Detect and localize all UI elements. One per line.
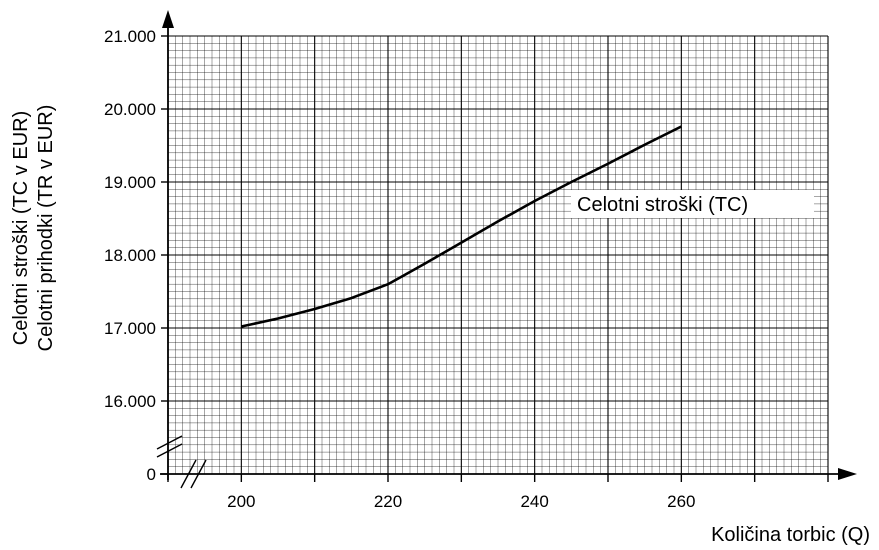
x-tick-label: 200 <box>227 492 255 511</box>
series-layer: Celotni stroški (TC) <box>241 125 814 328</box>
axes <box>156 10 857 489</box>
y-axis-arrow <box>162 10 174 28</box>
y-tick-label: 21.000 <box>104 27 156 46</box>
x-axis-break-mark <box>190 459 207 489</box>
x-tick-label: 260 <box>667 492 695 511</box>
y-tick-label: 17.000 <box>104 319 156 338</box>
y-tick-label: 16.000 <box>104 392 156 411</box>
x-axis-title: Količina torbic (Q) <box>711 524 870 546</box>
y-tick-label: 18.000 <box>104 246 156 265</box>
y-axis-title: Celotni stroški (TC v EUR) Celotni priho… <box>10 105 57 352</box>
x-tick-label: 240 <box>520 492 548 511</box>
series-label-total-cost: Celotni stroški (TC) <box>577 194 748 216</box>
y-tick-label: 19.000 <box>104 173 156 192</box>
tick-labels: 0 16.000 17.000 18.000 19.000 20.000 21.000 200… <box>104 27 829 511</box>
y-axis-title-line1: Celotni stroški (TC v EUR) <box>10 111 32 345</box>
y-axis-break-mark <box>156 443 183 458</box>
series-label-background <box>571 190 814 218</box>
y-tick-label: 0 <box>147 465 156 484</box>
x-tick-label: 220 <box>374 492 402 511</box>
y-axis-title-line2: Celotni prihodki (TR v EUR) <box>35 105 57 352</box>
series-line-total-cost <box>241 125 682 328</box>
y-axis-break-mark <box>156 435 183 450</box>
x-axis-break-mark <box>180 459 197 489</box>
y-tick-label: 20.000 <box>104 100 156 119</box>
x-axis-arrow <box>838 468 857 480</box>
major-grid <box>167 35 829 475</box>
